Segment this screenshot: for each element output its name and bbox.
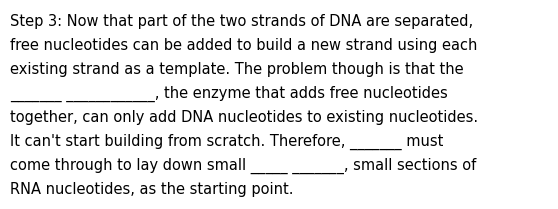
Text: together, can only add DNA nucleotides to existing nucleotides.: together, can only add DNA nucleotides t…: [10, 110, 478, 125]
Text: existing strand as a template. The problem though is that the: existing strand as a template. The probl…: [10, 62, 464, 77]
Text: Step 3: Now that part of the two strands of DNA are separated,: Step 3: Now that part of the two strands…: [10, 14, 473, 29]
Text: RNA nucleotides, as the starting point.: RNA nucleotides, as the starting point.: [10, 182, 294, 197]
Text: free nucleotides can be added to build a new strand using each: free nucleotides can be added to build a…: [10, 38, 478, 53]
Text: come through to lay down small _____ _______, small sections of: come through to lay down small _____ ___…: [10, 158, 476, 174]
Text: _______ ____________, the enzyme that adds free nucleotides: _______ ____________, the enzyme that ad…: [10, 86, 448, 102]
Text: It can't start building from scratch. Therefore, _______ must: It can't start building from scratch. Th…: [10, 134, 444, 150]
